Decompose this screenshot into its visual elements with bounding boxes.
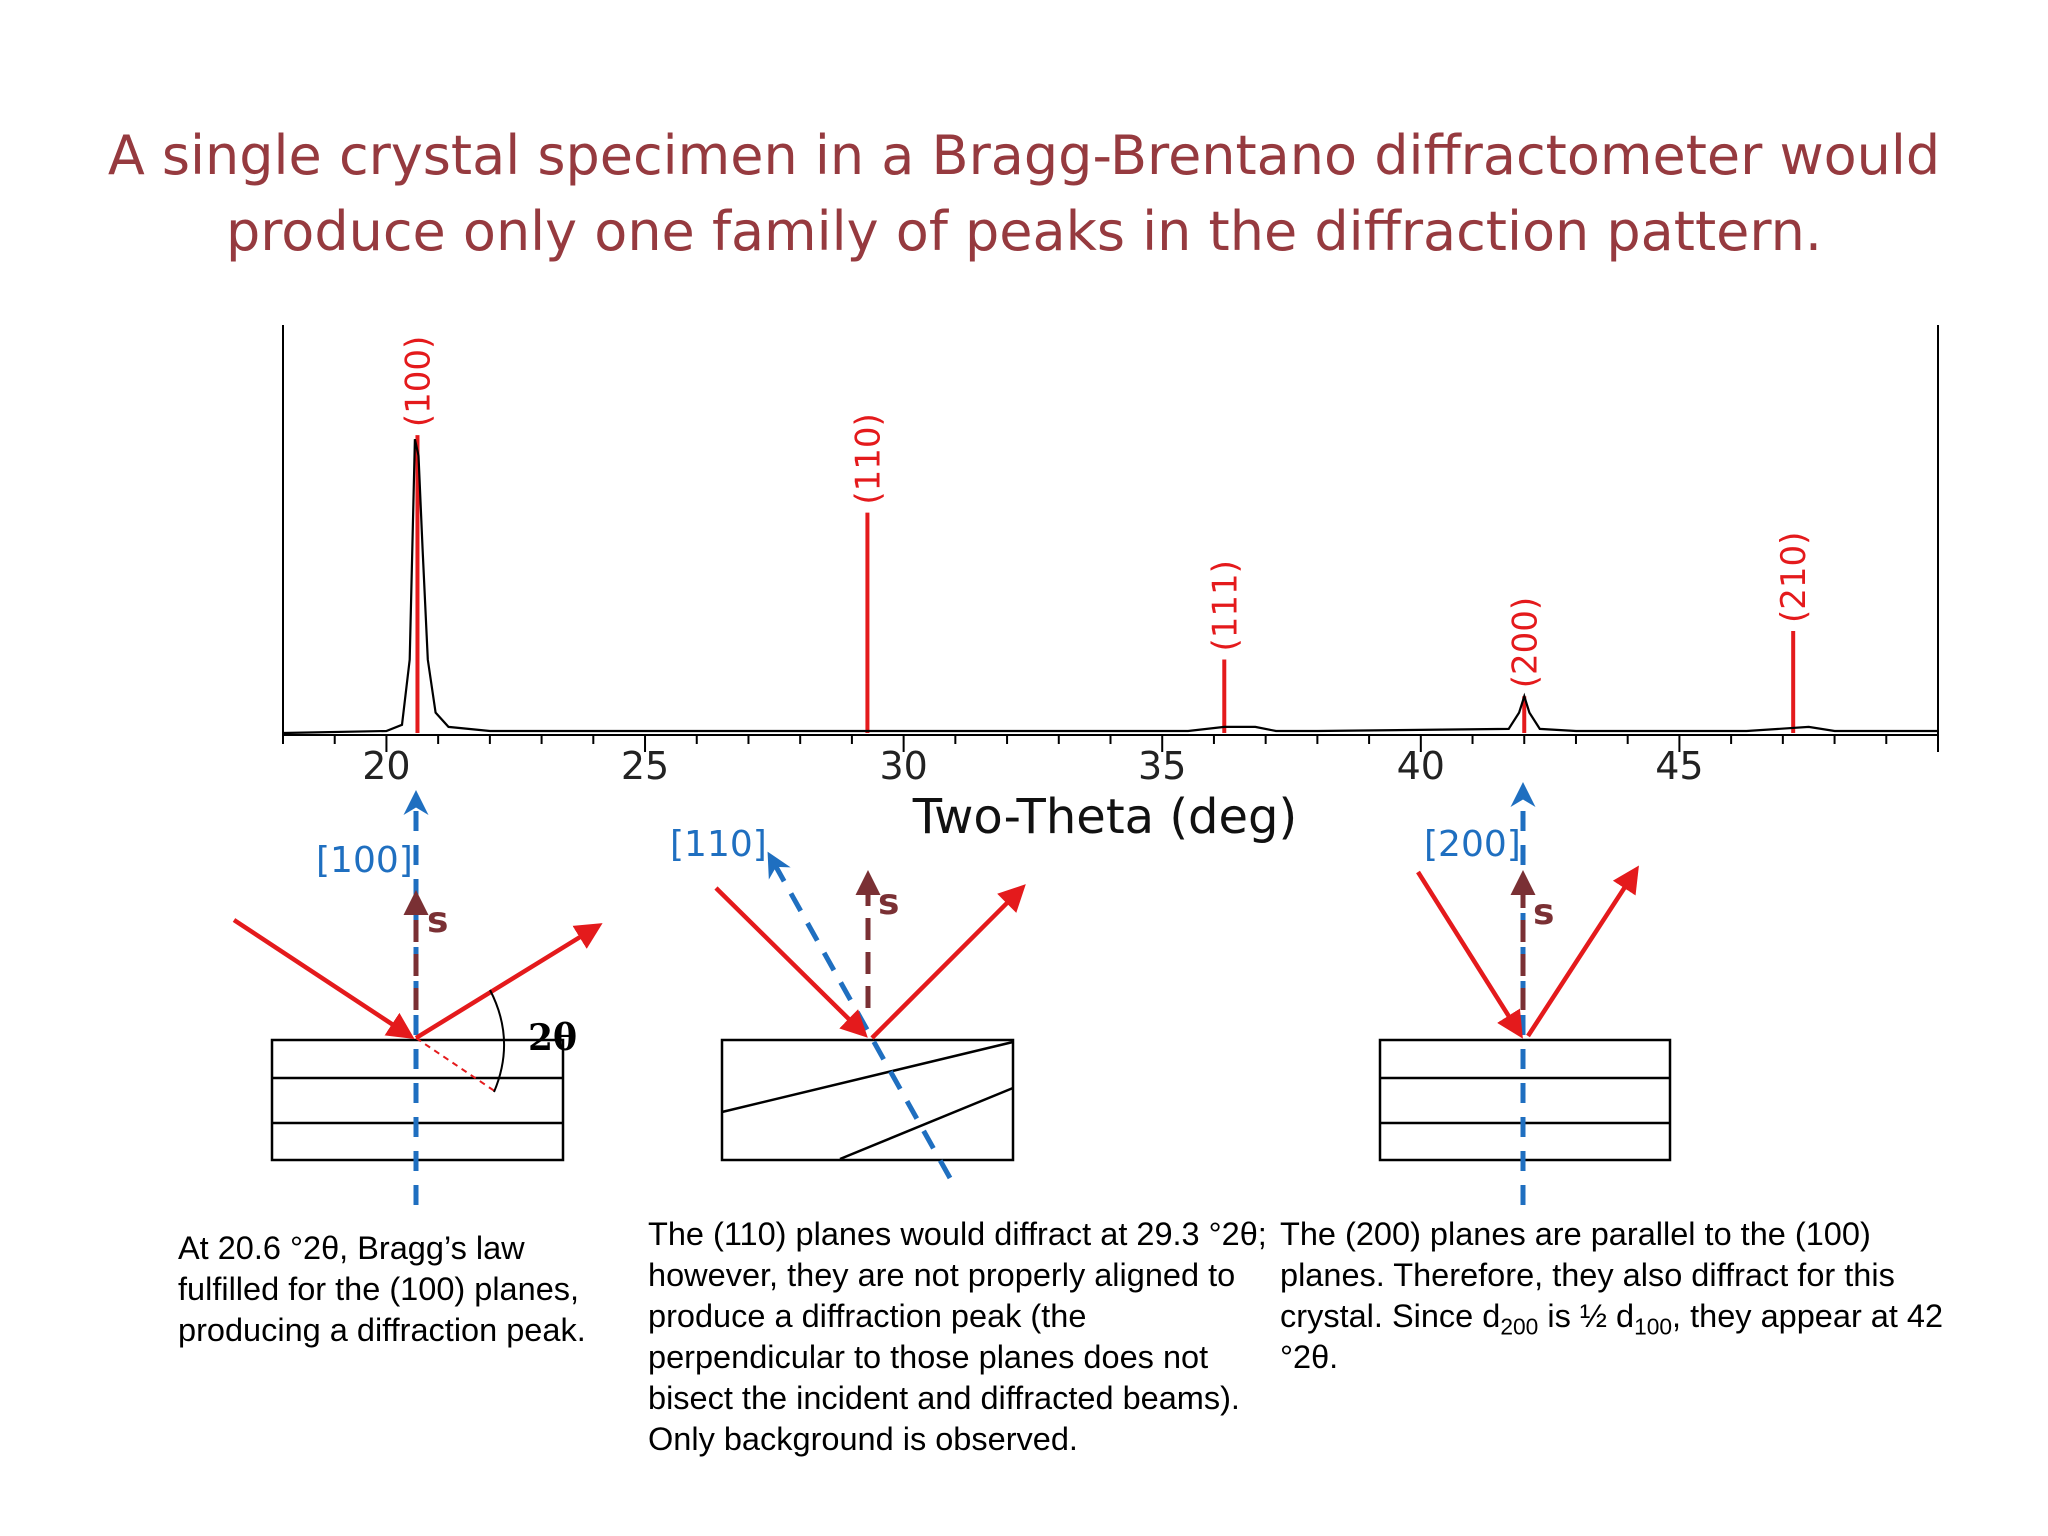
reference-line-label: (200) [1505, 597, 1545, 688]
crystal-block [720, 1038, 1015, 1162]
incident-beam-arrow [714, 886, 868, 1038]
title-line-1: A single crystal specimen in a Bragg-Bre… [107, 124, 1941, 187]
caption-100: At 20.6 °2θ, Bragg’s law fulfilled for t… [178, 1230, 586, 1348]
lattice-plane [839, 1086, 1014, 1161]
x-tick-label: 35 [1138, 744, 1186, 788]
s-label: s [1533, 892, 1554, 933]
incident-beam-arrow [1416, 870, 1523, 1039]
x-tick-label: 40 [1397, 744, 1445, 788]
diffracted-beam-arrow [1526, 865, 1639, 1038]
diagram-110: [110] s [670, 824, 1026, 1180]
x-axis-label: Two-Theta (deg) [912, 789, 1298, 845]
x-ticks [282, 735, 1939, 752]
s-label: s [427, 900, 448, 941]
caption-110: The (110) planes would diffract at 29.3 … [648, 1216, 1267, 1457]
direction-label-110: [110] [670, 824, 767, 865]
diagram-100: 2θ [100] s [232, 790, 603, 1205]
x-tick-label: 30 [879, 744, 927, 788]
lattice-plane [721, 1040, 1014, 1114]
x-tick-label: 25 [621, 744, 669, 788]
caption-200-part-a: The (200) planes are parallel to the (10… [1280, 1216, 1895, 1334]
reference-labels: (100) (110) (111) (200) (210) [398, 336, 1814, 689]
x-tick-label: 20 [362, 744, 410, 788]
subscript-100: 100 [1634, 1313, 1673, 1340]
diffracted-beam-arrow [414, 923, 603, 1040]
direction-label-100: [100] [316, 840, 413, 881]
diffraction-pattern-line [282, 438, 1938, 735]
caption-200: The (200) planes are parallel to the (10… [1280, 1214, 1960, 1378]
slide-title: A single crystal specimen in a Bragg-Bre… [60, 118, 1988, 270]
caption-200-part-c: , they appear at 42 °2θ. [1280, 1298, 1944, 1375]
title-line-2: produce only one family of peaks in the … [226, 200, 1822, 263]
diagram-200: [200] s [1378, 782, 1672, 1205]
plane-normal-arrow [767, 851, 953, 1180]
diffracted-beam-arrow [870, 884, 1026, 1040]
caption-200-part-b: is ½ d [1538, 1298, 1635, 1334]
incident-extension-line [415, 1037, 497, 1093]
direction-label-200: [200] [1424, 824, 1521, 865]
reference-line-label: (110) [848, 413, 888, 504]
xrd-chart: 20 25 30 35 40 45 (100) (110) (111) (200) (210) T… [282, 325, 1939, 845]
reference-line-label: (210) [1774, 532, 1814, 623]
s-label: s [878, 882, 899, 923]
reference-lines [415, 435, 1796, 733]
two-theta-arc [489, 989, 506, 1093]
subscript-200: 200 [1500, 1313, 1539, 1340]
x-tick-labels: 20 25 30 35 40 45 [362, 744, 1703, 788]
incident-beam-arrow [232, 918, 415, 1039]
x-tick-label: 45 [1655, 744, 1703, 788]
two-theta-label: 2θ [528, 1017, 577, 1059]
reference-line-label: (111) [1205, 560, 1245, 651]
reference-line-label: (100) [398, 336, 438, 427]
